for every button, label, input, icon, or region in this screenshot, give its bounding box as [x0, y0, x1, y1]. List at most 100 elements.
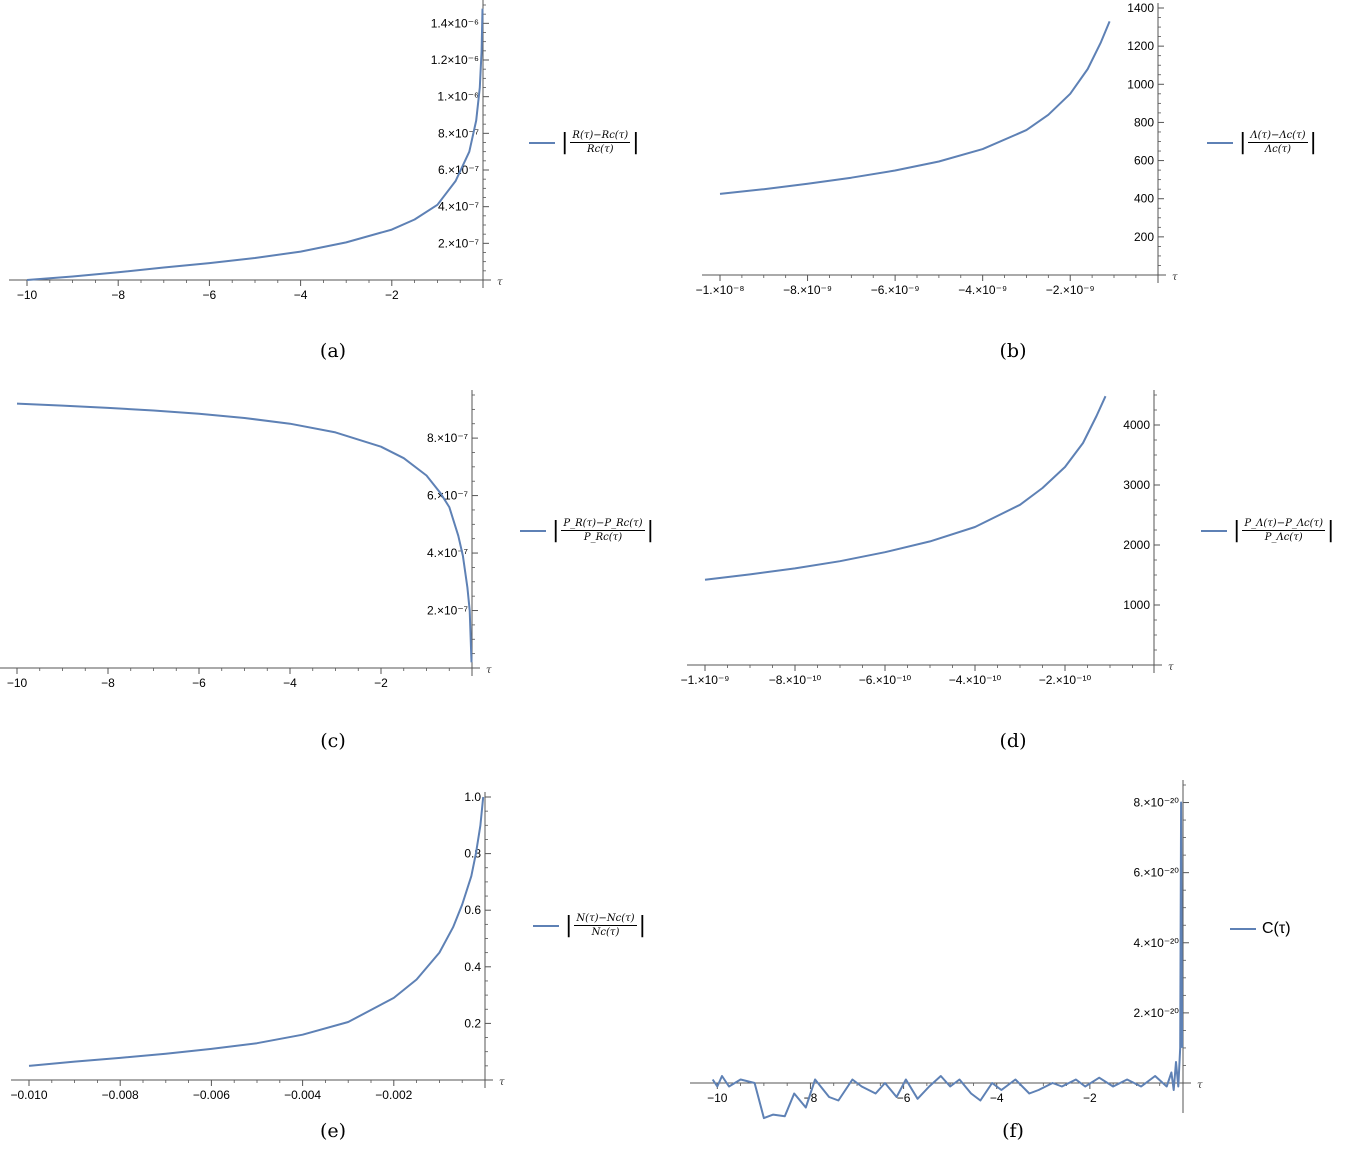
- chart-e: −0.010 −0.008 −0.006 −0.004 −0.002 τ 0.2 0.4 0.6…: [0, 765, 680, 1151]
- x-tick-label: −10: [707, 1091, 728, 1105]
- y-tick-label: 0.8: [464, 847, 481, 861]
- legend-denominator: Λc(τ): [1264, 144, 1292, 155]
- y-tick-label: 8.×10⁻⁷: [438, 126, 479, 140]
- x-tick-label: −0.008: [102, 1088, 139, 1102]
- y-tick-label: 2.×10⁻⁷: [438, 236, 479, 250]
- x-tick-label: −4: [294, 288, 308, 302]
- y-tick-label: 1.2×10⁻⁶: [431, 53, 479, 67]
- chart-e-plot: −0.010 −0.008 −0.006 −0.004 −0.002 τ 0.2 0.4 0.6…: [10, 790, 505, 1102]
- x-tick-label: −8: [101, 676, 115, 690]
- y-tick-label: 8.×10⁻⁷: [427, 431, 468, 445]
- chart-d-legend: | P_Λ(τ)−P_Λc(τ) P_Λc(τ) |: [1201, 518, 1334, 543]
- x-tick-label: −6: [897, 1091, 911, 1105]
- series-line: [28, 796, 485, 1067]
- series-line: [711, 801, 1184, 1120]
- legend-numerator: P_R(τ)−P_Rc(τ): [561, 518, 645, 531]
- chart-a-plot: −10 −8 −6 −4 −2 τ 2.×10⁻⁷ 4.×10⁻⁷ 6.×10⁻⁷ 8.×10⁻⁷…: [9, 0, 503, 302]
- legend-numerator: N(τ)−Nc(τ): [574, 913, 637, 926]
- legend-numerator: R(τ)−Rc(τ): [570, 130, 631, 143]
- x-tick-label: −2: [374, 676, 388, 690]
- x-tick-label: −8: [111, 288, 125, 302]
- x-tick-label: −0.002: [375, 1088, 412, 1102]
- x-tick-label: −2: [385, 288, 399, 302]
- x-tick-label: −6.×10⁻¹⁰: [859, 673, 912, 687]
- legend-numerator: P_Λ(τ)−P_Λc(τ): [1242, 518, 1325, 531]
- series-line: [26, 8, 484, 281]
- y-tick-label: 4.×10⁻²⁰: [1133, 936, 1179, 950]
- y-tick-label: 4000: [1123, 418, 1150, 432]
- chart-c: −10 −8 −6 −4 −2 τ 2.×10⁻⁷ 4.×10⁻⁷ 6.×10⁻⁷ 8.×10⁻⁷…: [0, 380, 680, 765]
- x-tick-label: −0.010: [10, 1088, 47, 1102]
- caption-a: (a): [319, 340, 347, 362]
- legend-fraction: Λ(τ)−Λc(τ) Λc(τ): [1248, 130, 1308, 155]
- y-tick-label: 8.×10⁻²⁰: [1133, 796, 1179, 810]
- x-tick-label: −10: [7, 676, 28, 690]
- legend-denominator: Nc(τ): [591, 927, 620, 938]
- x-tick-label: −4: [990, 1091, 1004, 1105]
- legend-swatch: [520, 529, 546, 532]
- x-tick-label: −4: [283, 676, 297, 690]
- y-tick-label: 400: [1134, 192, 1154, 206]
- y-tick-label: 0.2: [464, 1016, 481, 1030]
- legend-swatch: [533, 924, 559, 927]
- chart-f: −10 −8 −6 −4 −2 τ 2.×10⁻²⁰ 4.×10⁻²⁰ 6.×10⁻²⁰ 8.×1…: [680, 765, 1364, 1151]
- legend-numerator: Λ(τ)−Λc(τ): [1248, 130, 1308, 143]
- y-tick-label: 1.4×10⁻⁶: [431, 16, 479, 30]
- x-tick-label: −8.×10⁻¹⁰: [769, 673, 822, 687]
- caption-e: (e): [319, 1120, 347, 1142]
- caption-d: (d): [999, 730, 1027, 752]
- y-tick-label: 200: [1134, 230, 1154, 244]
- x-tick-label: −6: [203, 288, 217, 302]
- caption-b: (b): [999, 340, 1027, 362]
- y-tick-label: 600: [1134, 154, 1154, 168]
- y-tick-label: 0.4: [464, 960, 481, 974]
- x-axis-label: τ: [486, 665, 492, 676]
- y-tick-label: 4.×10⁻⁷: [427, 546, 468, 560]
- legend-fraction: N(τ)−Nc(τ) Nc(τ): [574, 913, 637, 938]
- legend-denominator: P_Λc(τ): [1264, 532, 1303, 543]
- x-axis-label: τ: [1168, 662, 1174, 673]
- x-tick-label: −2: [1083, 1091, 1097, 1105]
- y-tick-label: 3000: [1123, 478, 1150, 492]
- x-axis-label: τ: [499, 1077, 505, 1088]
- chart-a-legend: | R(τ)−Rc(τ) Rc(τ) |: [529, 130, 640, 155]
- x-axis-label: τ: [1197, 1080, 1203, 1091]
- x-axis-label: τ: [1172, 272, 1178, 283]
- x-tick-label: −10: [17, 288, 38, 302]
- x-tick-label: −4.×10⁻¹⁰: [949, 673, 1002, 687]
- legend-swatch: [529, 141, 555, 144]
- caption-c: (c): [320, 730, 346, 752]
- chart-c-legend: | P_R(τ)−P_Rc(τ) P_Rc(τ) |: [520, 518, 654, 543]
- y-tick-label: 2.×10⁻²⁰: [1133, 1006, 1179, 1020]
- legend-swatch: [1201, 529, 1227, 532]
- x-tick-label: −1.×10⁻⁸: [696, 283, 745, 297]
- chart-a: −10 −8 −6 −4 −2 τ 2.×10⁻⁷ 4.×10⁻⁷ 6.×10⁻⁷ 8.×10⁻⁷…: [0, 0, 680, 380]
- x-tick-label: −8.×10⁻⁹: [783, 283, 832, 297]
- y-tick-label: 1.0: [464, 790, 481, 804]
- x-tick-label: −0.006: [193, 1088, 230, 1102]
- legend-label: C(τ): [1262, 920, 1291, 937]
- y-tick-label: 2000: [1123, 538, 1150, 552]
- legend-fraction: R(τ)−Rc(τ) Rc(τ): [570, 130, 631, 155]
- chart-d-plot: −1.×10⁻⁹ −8.×10⁻¹⁰ −6.×10⁻¹⁰ −4.×10⁻¹⁰ −2.×1…: [681, 390, 1174, 687]
- series-line: [719, 21, 1111, 195]
- legend-denominator: P_Rc(τ): [583, 532, 623, 543]
- x-tick-label: −0.004: [284, 1088, 321, 1102]
- legend-denominator: Rc(τ): [587, 144, 614, 155]
- x-tick-label: −1.×10⁻⁹: [681, 673, 730, 687]
- chart-f-legend: C(τ): [1230, 920, 1291, 938]
- legend-fraction: P_Λ(τ)−P_Λc(τ) P_Λc(τ): [1242, 518, 1325, 543]
- y-tick-label: 800: [1134, 115, 1154, 129]
- x-tick-label: −6.×10⁻⁹: [871, 283, 920, 297]
- x-axis-label: τ: [497, 277, 503, 288]
- y-tick-label: 1000: [1123, 598, 1150, 612]
- caption-f: (f): [1002, 1120, 1024, 1142]
- y-tick-label: 6.×10⁻⁷: [438, 163, 479, 177]
- x-tick-label: −2.×10⁻¹⁰: [1039, 673, 1092, 687]
- y-tick-label: 1.×10⁻⁶: [437, 90, 479, 104]
- x-tick-label: −2.×10⁻⁹: [1046, 283, 1095, 297]
- legend-fraction: P_R(τ)−P_Rc(τ) P_Rc(τ): [561, 518, 645, 543]
- y-tick-label: 6.×10⁻²⁰: [1133, 866, 1179, 880]
- y-tick-label: 0.6: [464, 903, 481, 917]
- y-tick-label: 1000: [1127, 77, 1154, 91]
